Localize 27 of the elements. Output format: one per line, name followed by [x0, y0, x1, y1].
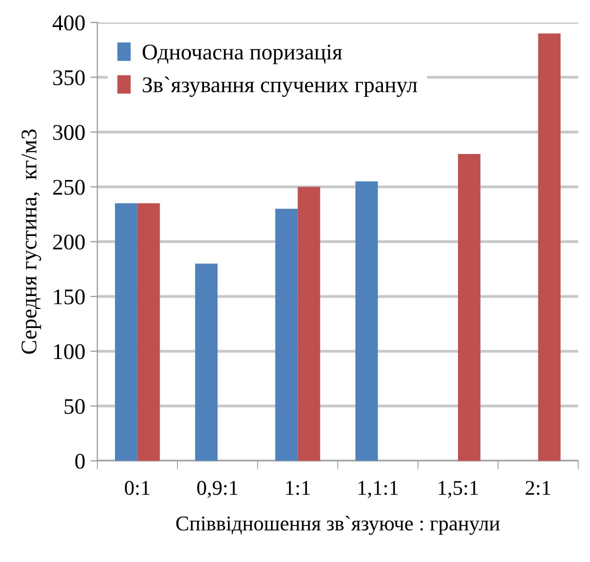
y-axis-title: Середня густина, кг/м3 [22, 130, 42, 354]
bar [355, 181, 378, 461]
x-tick-label: 2:1 [526, 480, 550, 496]
bar [538, 33, 561, 461]
y-tick-label: 300 [53, 125, 85, 140]
bar [195, 264, 218, 461]
y-tick-label: 100 [54, 344, 85, 360]
y-tick-label: 350 [53, 70, 85, 86]
bar [458, 154, 480, 461]
bar [275, 208, 298, 461]
y-tick-label: 0 [75, 454, 85, 469]
x-tick-label: 1,1:1 [358, 480, 398, 498]
x-axis-title: Співвідношення зв`язуюче : гранули [176, 516, 500, 535]
y-tick-label: 150 [54, 289, 85, 304]
bar [114, 203, 138, 461]
legend-label: Зв`язування спучених гранул [142, 76, 418, 97]
x-tick-label: 0:1 [124, 480, 150, 496]
legend-label: Одночасна поризація [142, 44, 342, 64]
y-tick-label: 400 [52, 15, 85, 30]
x-tick-label: 1,5:1 [438, 480, 478, 498]
x-tick-label: 1:1 [286, 480, 310, 496]
bar [137, 203, 160, 461]
y-tick-label: 50 [64, 398, 85, 414]
y-tick-label: 200 [53, 234, 85, 250]
y-tick-label: 250 [53, 180, 85, 195]
bar [298, 186, 320, 461]
x-tick-label: 0,9:1 [197, 480, 238, 498]
